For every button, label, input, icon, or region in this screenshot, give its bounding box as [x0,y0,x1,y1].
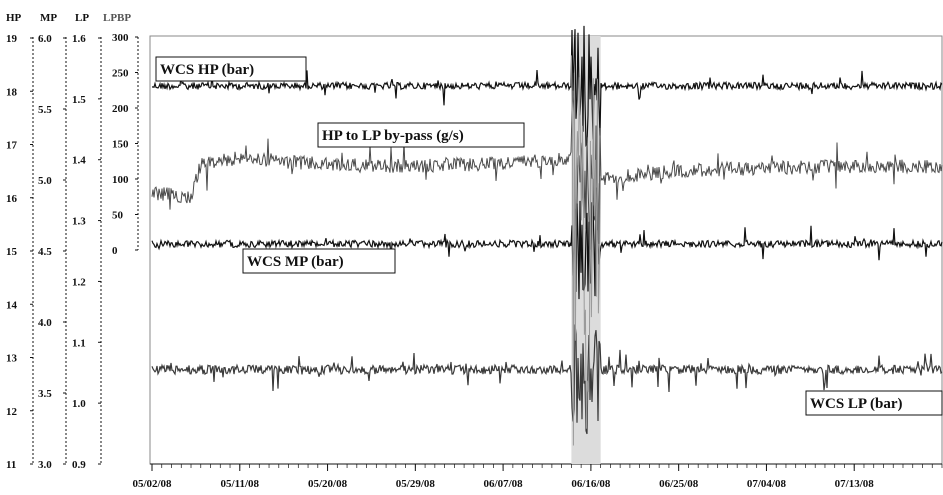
x-tick-label: 05/02/08 [132,478,172,490]
mp-tick-label: 5.5 [38,104,52,116]
hp-tick-label: 17 [6,140,18,152]
mp-tick-label: 3.5 [38,388,52,400]
x-tick-label: 05/11/08 [221,478,260,490]
lpbp-axis-title: LPBP [103,12,131,24]
hp-axis-title: HP [6,12,22,24]
hp-tick-label: 11 [6,459,16,471]
lpbp-tick-label: 250 [112,68,129,80]
x-tick-label: 06/07/08 [484,478,524,490]
hp-tick-label: 14 [6,299,18,311]
tick-layer: 11 12 13 14 15 16 17 18 19 3.0 3.5 4.0 4.5 5.0 5.5 6.0 0… [6,32,138,471]
hp-tick-label: 19 [6,33,18,45]
series-line-1 [151,90,943,250]
mp-tick-label: 6.0 [38,33,52,45]
hp-tick-label: 16 [6,193,18,205]
lpbp-tick-label: 100 [112,174,129,186]
annotation-wcs-hp: WCS HP (bar) [155,56,307,82]
disturbance-trace [570,55,601,446]
lp-tick-label: 1.6 [72,33,86,45]
annotation-wcs-mp-text: WCS MP (bar) [247,254,344,270]
series-line-2 [151,187,943,300]
annotation-wcs-lp-text: WCS LP (bar) [810,396,903,412]
lpbp-tick-label: 0 [112,245,118,257]
x-tick-label: 05/20/08 [308,478,348,490]
x-tick-label: 07/13/08 [835,478,875,490]
hp-tick-label: 18 [6,86,18,98]
annotation-bypass: HP to LP by-pass (g/s) [317,122,525,148]
mp-tick-label: 5.0 [38,175,52,187]
series-line-3 [151,324,943,435]
lp-tick-label: 1.5 [72,94,86,106]
lpbp-tick-label: 200 [112,103,129,115]
date-layer: 05/02/08 05/11/08 05/20/08 05/29/08 06/07/08… [132,464,943,490]
lp-tick-label: 1.3 [72,216,86,228]
lpbp-tick-label: 300 [112,32,129,44]
x-tick-label: 07/04/08 [747,478,787,490]
mp-tick-label: 4.0 [38,317,52,329]
lp-tick-label: 1.0 [72,398,86,410]
annotation-wcs-mp: WCS MP (bar) [242,248,396,274]
lpbp-tick-label: 50 [112,210,124,222]
lpbp-tick-label: 150 [112,139,129,151]
hp-tick-label: 15 [6,246,18,258]
mp-tick-label: 3.0 [38,459,52,471]
hp-tick-label: 12 [6,406,18,418]
lp-tick-label: 1.1 [72,337,86,349]
x-tick-label: 06/25/08 [659,478,699,490]
series-line-0 [151,25,943,148]
series-layer [151,25,943,446]
mp-axis-title: MP [40,12,57,24]
annotation-bypass-text: HP to LP by-pass (g/s) [322,128,464,144]
lp-tick-label: 1.4 [72,155,86,167]
x-tick-label: 05/29/08 [396,478,436,490]
annotation-wcs-hp-text: WCS HP (bar) [160,62,254,78]
annotation-wcs-lp: WCS LP (bar) [805,390,943,416]
lp-tick-label: 1.2 [72,276,86,288]
lp-tick-label: 0.9 [72,459,86,471]
x-tick-label: 06/16/08 [571,478,611,490]
mp-tick-label: 4.5 [38,246,52,258]
hp-tick-label: 13 [6,353,18,365]
lp-axis-title: LP [75,12,89,24]
